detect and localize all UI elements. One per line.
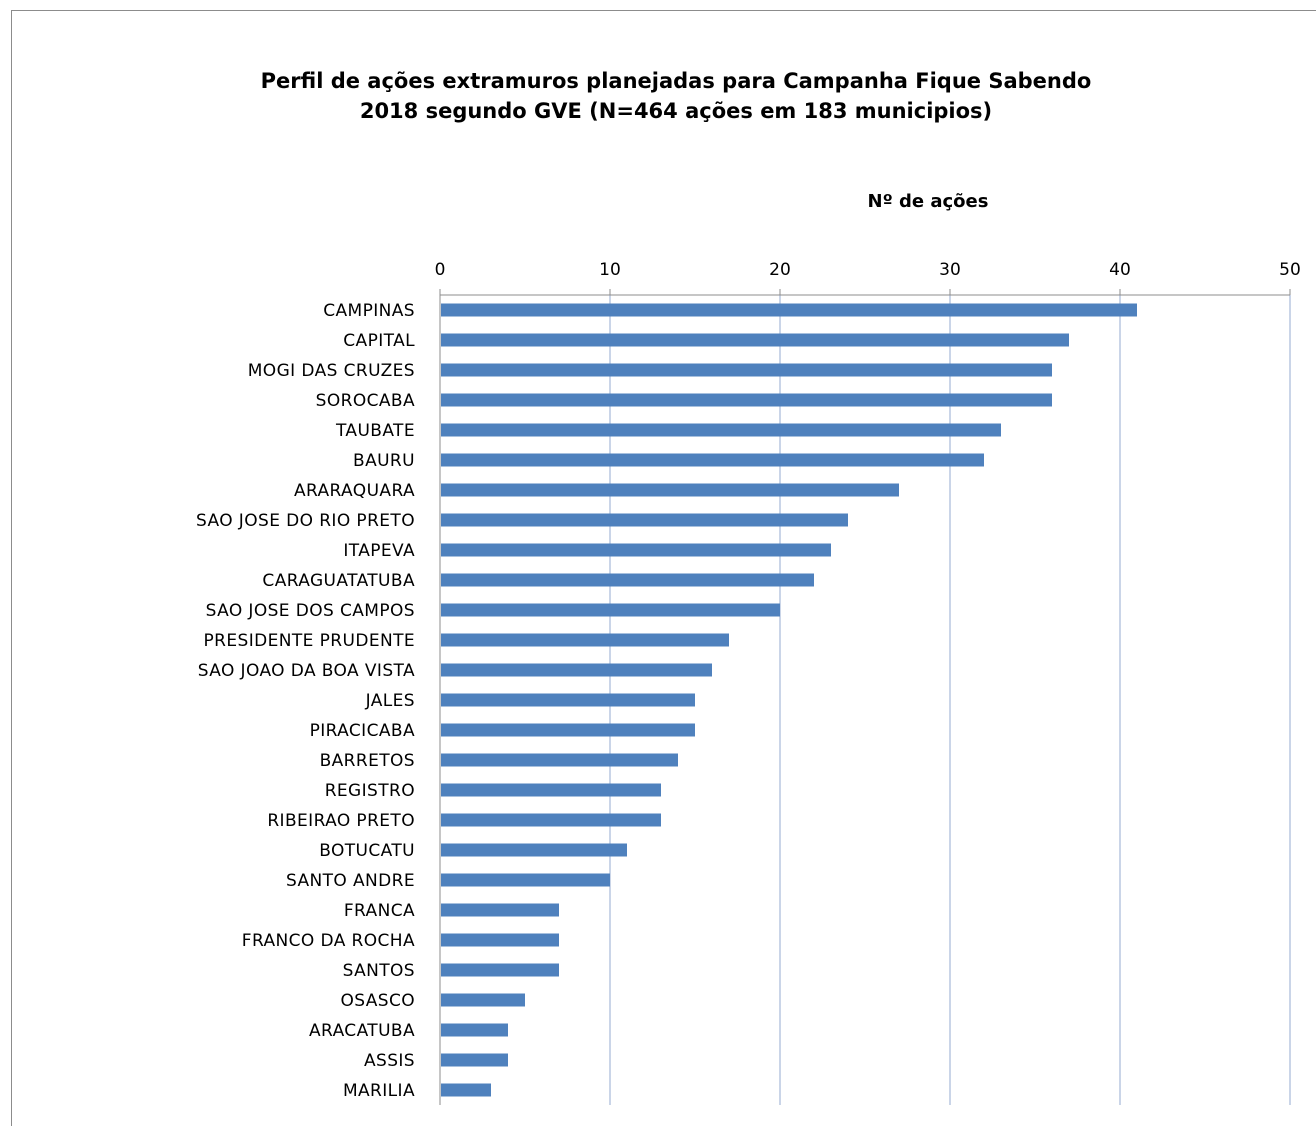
- category-label: PIRACICABA: [310, 721, 415, 741]
- category-label: SOROCABA: [316, 391, 415, 411]
- bar: [441, 1053, 508, 1067]
- category-label: ARARAQUARA: [294, 481, 415, 501]
- category-label: FRANCA: [344, 901, 415, 921]
- category-label: ITAPEVA: [343, 541, 415, 561]
- category-label: SANTO ANDRE: [286, 871, 415, 891]
- bar: [441, 693, 695, 707]
- chart-frame: [11, 10, 1316, 1126]
- category-label: ASSIS: [364, 1051, 415, 1071]
- chart-title-line-2: 2018 segundo GVE (N=464 ações em 183 mun…: [359, 99, 993, 123]
- x-tick-label: 50: [1279, 260, 1301, 280]
- category-label: SAO JOAO DA BOA VISTA: [198, 661, 415, 681]
- category-label: BOTUCATU: [319, 841, 415, 861]
- category-label: CAMPINAS: [323, 301, 415, 321]
- category-label: CAPITAL: [343, 331, 415, 351]
- bar: [441, 453, 984, 467]
- bar: [441, 603, 780, 617]
- x-tick-label: 20: [769, 260, 791, 280]
- category-label: JALES: [365, 691, 415, 711]
- chart-title-line-1: Perfil de ações extramuros planejadas pa…: [260, 69, 1092, 93]
- bar: [441, 783, 661, 797]
- category-label: BAURU: [353, 451, 415, 471]
- bar: [441, 843, 627, 857]
- x-tick-label: 30: [939, 260, 961, 280]
- category-label: FRANCO DA ROCHA: [242, 931, 415, 951]
- x-tick-label: 0: [435, 260, 446, 280]
- category-label: OSASCO: [340, 991, 415, 1011]
- x-tick-label: 40: [1109, 260, 1131, 280]
- x-tick-label: 10: [599, 260, 621, 280]
- bar: [441, 513, 848, 527]
- bar: [441, 333, 1069, 347]
- bar: [441, 1023, 508, 1037]
- bar: [441, 903, 559, 917]
- category-label: MOGI DAS CRUZES: [248, 361, 415, 381]
- category-label: PRESIDENTE PRUDENTE: [204, 631, 415, 651]
- chart-title: Perfil de ações extramuros planejadas pa…: [0, 66, 1316, 126]
- category-label: MARILIA: [343, 1081, 415, 1101]
- bar: [441, 423, 1001, 437]
- bar: [441, 663, 712, 677]
- bar: [441, 543, 831, 557]
- category-label: RIBEIRAO PRETO: [267, 811, 415, 831]
- bar: [441, 483, 899, 497]
- bar: [441, 1083, 491, 1097]
- bar: [441, 303, 1137, 317]
- bar: [441, 933, 559, 947]
- category-label: SAO JOSE DO RIO PRETO: [196, 511, 415, 531]
- category-label: REGISTRO: [325, 781, 415, 801]
- bar: [441, 963, 559, 977]
- category-label: CARAGUATATUBA: [262, 571, 415, 591]
- category-label: BARRETOS: [320, 751, 415, 771]
- bar: [441, 363, 1052, 377]
- bar: [441, 753, 678, 767]
- bar: [441, 573, 814, 587]
- bar: [441, 993, 525, 1007]
- bar: [441, 873, 610, 887]
- bar: [441, 633, 729, 647]
- category-label: TAUBATE: [335, 421, 415, 441]
- bar: [441, 393, 1052, 407]
- category-label: ARACATUBA: [309, 1021, 415, 1041]
- bar: [441, 813, 661, 827]
- x-axis-title: Nº de ações: [867, 191, 989, 212]
- bar: [441, 723, 695, 737]
- category-label: SANTOS: [343, 961, 415, 981]
- category-label: SAO JOSE DOS CAMPOS: [206, 601, 415, 621]
